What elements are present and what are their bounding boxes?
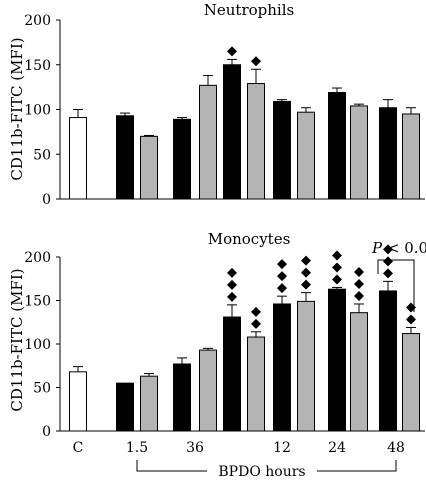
neutrophils-bar-black-0 xyxy=(116,115,134,200)
neutrophils-y-tick-label: 200 xyxy=(24,13,51,29)
neutrophils-bar-gray-4 xyxy=(350,105,368,200)
significance-p: P xyxy=(371,239,383,257)
monocytes-bar-black-4 xyxy=(328,288,346,432)
neutrophils-bar-black-5 xyxy=(379,107,397,200)
significance-diamond-marker xyxy=(354,290,364,301)
monocytes-y-axis-label: CD11b-FITC (MFI) xyxy=(8,268,26,411)
monocytes-bar-black-3 xyxy=(273,303,291,432)
neutrophils-title: Neutrophils xyxy=(204,1,294,19)
significance-diamond-marker xyxy=(406,314,416,325)
x-tick-label-36: 36 xyxy=(186,440,204,456)
neutrophils-bar-gray-2 xyxy=(247,83,265,200)
neutrophils-y-tick-label: 150 xyxy=(24,58,51,74)
significance-label: P < 0.01 xyxy=(371,239,426,257)
significance-diamond-marker xyxy=(227,279,237,290)
x-tick-label-12: 12 xyxy=(273,440,291,456)
neutrophils-panel: Neutrophils CD11b-FITC (MFI) 0 50 100 150 20… xyxy=(8,1,425,208)
x-tick-label-c: C xyxy=(73,440,84,456)
monocytes-bar-black-0 xyxy=(116,382,134,432)
neutrophils-bar-black-4 xyxy=(328,91,346,200)
significance-diamond-marker xyxy=(227,267,237,278)
significance-diamond-marker xyxy=(332,250,342,261)
significance-diamond-marker xyxy=(332,262,342,273)
significance-diamond-marker xyxy=(227,291,237,302)
x-tick-label-24: 24 xyxy=(328,440,346,456)
neutrophils-y-tick-label: 50 xyxy=(33,147,51,163)
significance-diamond-marker xyxy=(383,244,393,255)
monocytes-y-tick-label: 50 xyxy=(33,381,51,397)
significance-value: < 0.01 xyxy=(382,239,426,257)
significance-diamond-marker xyxy=(301,279,311,290)
x-tick-label-48: 48 xyxy=(387,440,405,456)
neutrophils-y-tick-label: 100 xyxy=(24,103,51,119)
monocytes-bar-black-5 xyxy=(379,290,397,432)
significance-diamond-marker xyxy=(383,256,393,267)
neutrophils-y-axis-label: CD11b-FITC (MFI) xyxy=(8,37,26,180)
monocytes-bar-gray-4 xyxy=(350,312,368,432)
significance-diamond-marker xyxy=(301,267,311,278)
x-tick-label-1-5: 1.5 xyxy=(126,440,148,456)
monocytes-y-tick-label: 200 xyxy=(24,250,51,266)
significance-diamond-marker xyxy=(383,268,393,279)
significance-diamond-marker xyxy=(251,56,261,67)
monocytes-bar-control xyxy=(69,371,87,432)
significance-diamond-marker xyxy=(277,271,287,282)
significance-diamond-marker xyxy=(332,274,342,285)
neutrophils-bar-gray-0 xyxy=(140,135,158,200)
monocytes-bar-gray-2 xyxy=(247,336,265,432)
neutrophils-bar-gray-5 xyxy=(402,113,420,200)
significance-diamond-marker xyxy=(277,259,287,270)
neutrophils-bar-black-3 xyxy=(273,100,291,200)
neutrophils-y-tick-label: 0 xyxy=(42,192,51,208)
monocytes-y-tick-label: 0 xyxy=(42,424,51,440)
monocytes-y-tick-label: 100 xyxy=(24,337,51,353)
monocytes-title: Monocytes xyxy=(208,230,291,248)
significance-diamond-marker xyxy=(301,255,311,266)
monocytes-panel: Monocytes CD11b-FITC (MFI) 050100150200 … xyxy=(8,230,426,480)
neutrophils-bar-control xyxy=(69,117,87,200)
neutrophils-bar-black-2 xyxy=(223,64,241,200)
significance-diamond-marker xyxy=(251,318,261,329)
significance-bracket xyxy=(377,259,415,312)
significance-diamond-marker xyxy=(354,278,364,289)
neutrophils-bar-gray-1 xyxy=(199,84,217,200)
significance-diamond-marker xyxy=(354,266,364,277)
bpdo-bracket-left xyxy=(136,460,207,472)
monocytes-bar-gray-0 xyxy=(140,375,158,432)
x-group-label: BPDO hours xyxy=(218,464,305,480)
monocytes-bar-black-2 xyxy=(223,316,241,432)
significance-diamond-marker xyxy=(277,283,287,294)
neutrophils-bar-black-1 xyxy=(173,118,191,200)
significance-diamond-marker xyxy=(251,306,261,317)
monocytes-bar-gray-3 xyxy=(297,300,315,432)
monocytes-bar-gray-1 xyxy=(199,349,217,432)
monocytes-bar-gray-5 xyxy=(402,333,420,432)
monocytes-bar-black-1 xyxy=(173,363,191,432)
bpdo-bracket-right xyxy=(317,460,397,472)
significance-diamond-marker xyxy=(227,46,237,57)
neutrophils-bar-gray-3 xyxy=(297,111,315,200)
monocytes-y-tick-label: 150 xyxy=(24,294,51,310)
